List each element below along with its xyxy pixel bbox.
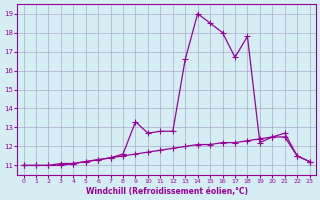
X-axis label: Windchill (Refroidissement éolien,°C): Windchill (Refroidissement éolien,°C) [85,187,248,196]
